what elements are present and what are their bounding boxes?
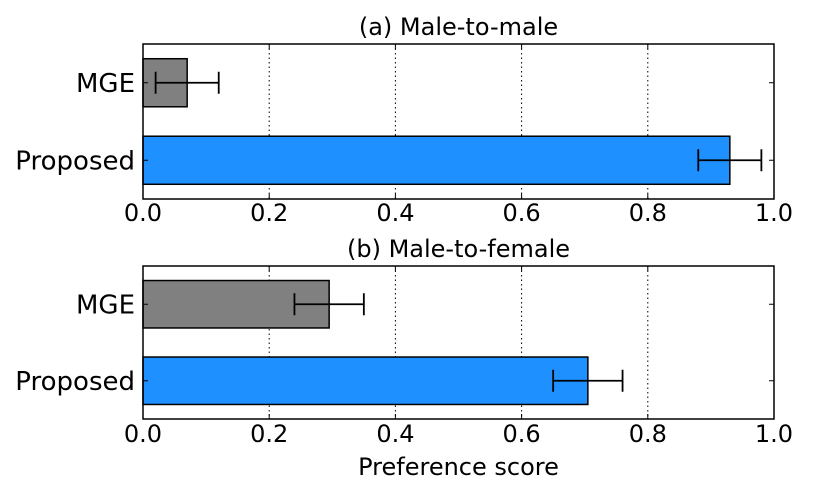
bar-proposed	[142, 135, 731, 186]
bar-proposed	[142, 356, 589, 406]
x-tick-label: 0.4	[376, 199, 414, 227]
chart-title: (b) Male-to-female	[347, 235, 570, 263]
x-tick-label: 0.2	[250, 199, 288, 227]
x-tick-label: 0.6	[503, 199, 541, 227]
plot-frame	[142, 265, 775, 420]
x-tick-label: 0.2	[250, 420, 288, 448]
x-tick-label: 0.4	[376, 420, 414, 448]
chart-panel-b: (b) Male-to-female MGE Proposed 0.0 0.2 0.4 0.…	[15, 235, 793, 481]
chart-title: (a) Male-to-male	[359, 13, 558, 41]
x-axis-label: Preference score	[358, 453, 559, 481]
x-tick-label: 1.0	[755, 199, 793, 227]
x-tick-label: 0.0	[124, 420, 162, 448]
x-tick-label: 0.6	[503, 420, 541, 448]
x-tick-label: 0.8	[629, 199, 667, 227]
y-tick-label: MGE	[76, 290, 135, 320]
chart-panel-a: (a) Male-to-male MGE Proposed 0.0 0.2 0.4 0.6 0…	[15, 13, 793, 227]
x-tick-label: 0.8	[629, 420, 667, 448]
plot-frame	[142, 43, 775, 200]
x-tick-label: 1.0	[755, 420, 793, 448]
y-tick-label: MGE	[76, 69, 135, 99]
y-tick-label: Proposed	[15, 146, 135, 176]
x-tick-label: 0.0	[124, 199, 162, 227]
y-tick-label: Proposed	[15, 367, 135, 397]
